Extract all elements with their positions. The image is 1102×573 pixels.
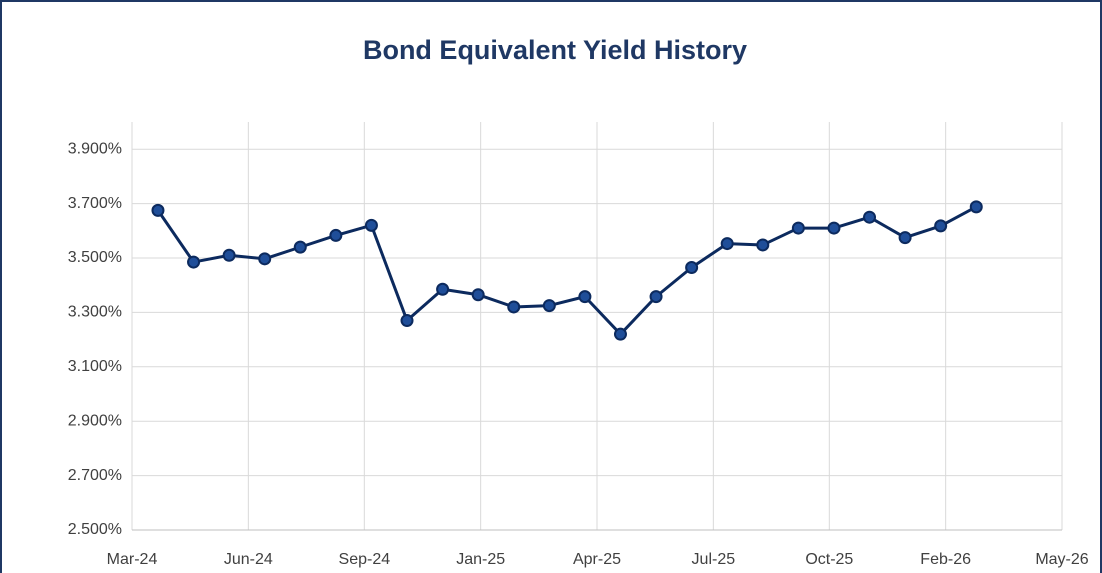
y-tick-label: 3.500% [68,249,122,266]
data-point [827,221,841,235]
x-tick-label: Sep-24 [339,551,391,568]
data-point [685,261,699,275]
data-point [898,231,912,245]
x-tick-label: Jun-24 [224,551,273,568]
y-tick-label: 2.700% [68,467,122,484]
data-point [364,218,378,232]
data-point [791,221,805,235]
data-point [471,288,485,302]
data-point [436,282,450,296]
data-point [863,210,877,224]
data-point [293,240,307,254]
data-point [934,219,948,233]
data-point [222,248,236,262]
y-tick-label: 3.300% [68,304,122,321]
data-point [649,290,663,304]
x-tick-label: Jan-25 [456,551,505,568]
data-point [151,203,165,217]
y-tick-label: 2.900% [68,412,122,429]
y-tick-label: 2.500% [68,521,122,538]
data-point [969,200,983,214]
data-point [578,290,592,304]
data-point [720,237,734,251]
data-point [329,228,343,242]
data-point [258,252,272,266]
x-tick-label: Apr-25 [573,551,621,568]
data-point [756,238,770,252]
chart-title: Bond Equivalent Yield History [363,35,747,65]
data-point [613,327,627,341]
data-point [400,314,414,328]
data-point [187,255,201,269]
y-tick-label: 3.700% [68,195,122,212]
x-tick-label: Feb-26 [920,551,971,568]
x-tick-label: Mar-24 [107,551,158,568]
x-tick-label: May-26 [1035,551,1088,568]
data-point [507,300,521,314]
x-tick-label: Oct-25 [805,551,853,568]
y-tick-label: 3.100% [68,358,122,375]
data-point [542,299,556,313]
y-tick-label: 3.900% [68,140,122,157]
x-tick-label: Jul-25 [692,551,736,568]
